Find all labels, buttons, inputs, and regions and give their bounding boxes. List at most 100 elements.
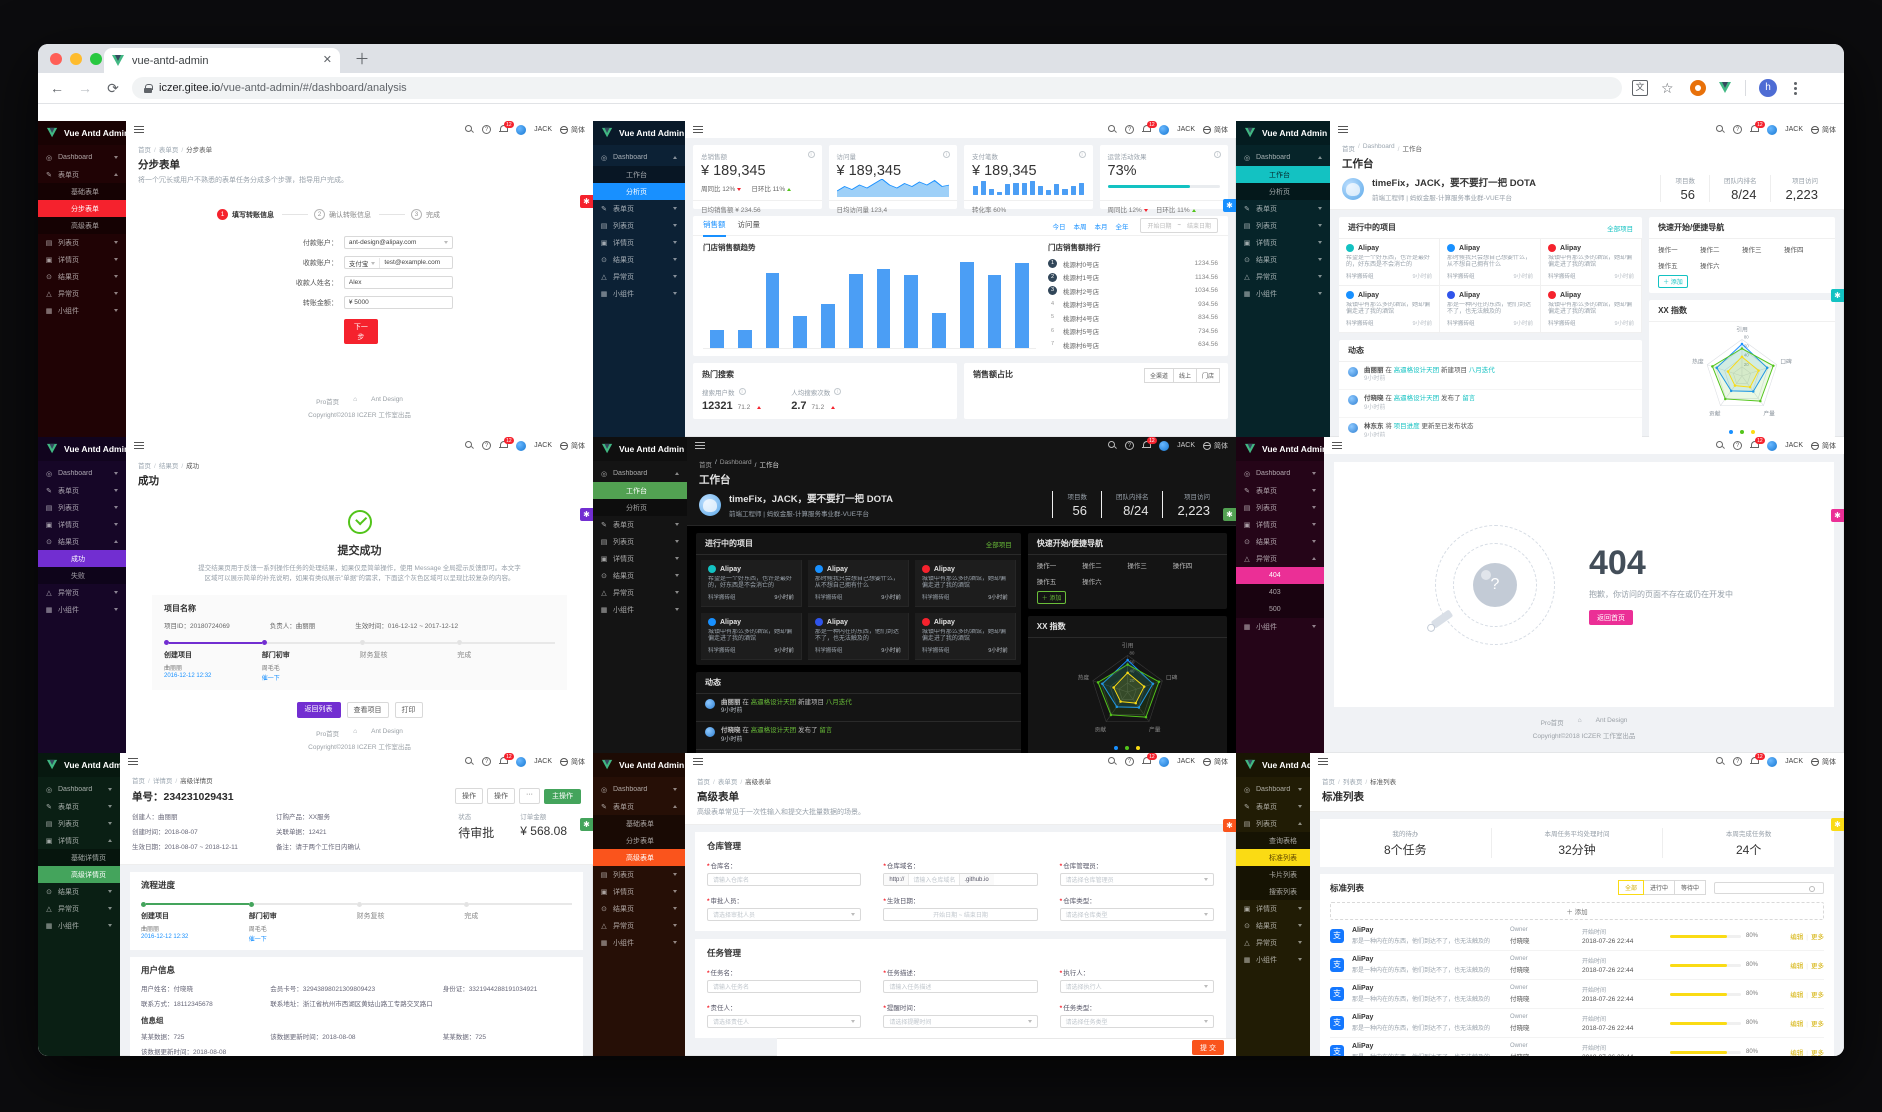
sidebar-item[interactable]: 成功 (38, 550, 126, 567)
collapse-menu-icon[interactable] (128, 757, 138, 766)
quick-link[interactable]: 操作一 (1036, 563, 1057, 570)
sidebar-item[interactable]: ▦ 小组件 (593, 934, 685, 951)
feed-link[interactable]: 高逼格设计天团 (750, 699, 797, 706)
sidebar-item[interactable]: ▤ 列表页 (38, 815, 120, 832)
sidebar-item[interactable]: △ 异常页 (593, 268, 685, 285)
quick-link[interactable]: 操作三 (1742, 247, 1762, 254)
footer-link-antd[interactable]: Ant Design (1595, 717, 1628, 725)
channel-filter-button[interactable]: 线上 (1172, 367, 1197, 383)
reload-button[interactable]: ⟳ (107, 79, 119, 96)
sidebar-item[interactable]: ◎ Dashboard (1236, 465, 1324, 482)
action-button[interactable]: 操作 (455, 788, 483, 804)
sidebar-item[interactable]: 高级表单 (38, 217, 126, 234)
action-button[interactable]: ··· (519, 788, 540, 804)
quick-link[interactable]: 操作五 (1658, 263, 1678, 270)
theme-settings-button[interactable] (580, 508, 593, 521)
quick-link[interactable]: 操作六 (1082, 579, 1102, 586)
sidebar-item[interactable]: ✎ 表单页 (38, 166, 126, 183)
sidebar-item[interactable]: 基础表单 (593, 815, 685, 832)
sidebar-item[interactable]: ◎ Dashboard (593, 465, 687, 482)
info-icon[interactable] (807, 151, 815, 158)
breadcrumb-item[interactable]: 表单页 (154, 144, 179, 154)
sidebar-item[interactable]: ▤ 列表页 (593, 866, 685, 883)
sidebar-item[interactable]: ▣ 详情页 (593, 234, 685, 251)
notification-bell-icon[interactable]: 12 (1142, 437, 1157, 450)
search-icon[interactable] (1716, 757, 1725, 766)
sidebar-item[interactable]: △ 异常页 (38, 285, 126, 302)
username[interactable]: JACK (534, 442, 552, 449)
edit-link[interactable]: 编辑 (1790, 934, 1804, 941)
translate-icon[interactable]: 文 (1632, 80, 1648, 96)
field-input[interactable]: 请选择仓库管理员 (1059, 873, 1214, 886)
sidebar-item[interactable]: ⊙ 结果页 (1236, 917, 1310, 934)
breadcrumb-item[interactable]: 工作台 (1398, 143, 1422, 153)
field-input[interactable]: ant-design@alipay.com (343, 236, 454, 249)
language-switcher[interactable]: 简体 (560, 125, 585, 135)
maximize-window-button[interactable] (90, 53, 102, 65)
breadcrumb-item[interactable]: 成功 (181, 460, 199, 470)
sidebar-item[interactable]: ◎ Dashboard (38, 465, 126, 482)
username[interactable]: JACK (534, 758, 552, 765)
extension-icon[interactable] (1690, 80, 1706, 96)
sidebar-item[interactable]: ✎ 表单页 (593, 516, 687, 533)
help-icon[interactable] (1733, 125, 1743, 134)
field-input[interactable]: 支付宝 test@example.com (343, 256, 454, 269)
user-avatar[interactable] (1767, 756, 1778, 767)
username[interactable]: JACK (1785, 758, 1803, 765)
sidebar-item[interactable]: △ 异常页 (38, 584, 126, 601)
sidebar-item[interactable]: ✎ 表单页 (1236, 798, 1310, 815)
edit-link[interactable]: 编辑 (1790, 963, 1804, 970)
breadcrumb-item[interactable]: 标准列表 (1365, 776, 1396, 786)
search-icon[interactable] (1108, 757, 1117, 766)
app-logo[interactable]: Vue Antd Admin (38, 437, 126, 461)
field-input[interactable]: Alex (343, 276, 454, 289)
info-icon[interactable] (834, 388, 842, 395)
sidebar-item[interactable]: 基础表单 (38, 183, 126, 200)
sidebar-item[interactable]: 分析页 (593, 183, 685, 200)
list-filter-button[interactable]: 进行中 (1642, 880, 1675, 895)
collapse-menu-icon[interactable] (1332, 441, 1342, 450)
notification-bell-icon[interactable]: 12 (1750, 121, 1765, 134)
user-avatar[interactable] (516, 440, 527, 451)
sidebar-item[interactable]: 高级详情页 (38, 866, 120, 883)
sidebar-item[interactable]: ✎ 表单页 (38, 798, 120, 815)
sidebar-item[interactable]: △ 异常页 (1236, 934, 1310, 951)
date-quick-filter[interactable]: 今日 (1052, 223, 1066, 231)
collapse-menu-icon[interactable] (134, 441, 144, 450)
breadcrumb-item[interactable]: 详情页 (148, 775, 173, 785)
new-tab-button[interactable]: ＋ (354, 51, 370, 68)
username[interactable]: JACK (1785, 442, 1803, 449)
field-input[interactable]: 请选择提醒时间 (883, 1015, 1038, 1028)
macos-traffic-lights[interactable] (50, 53, 102, 65)
minimize-window-button[interactable] (70, 53, 82, 65)
breadcrumb-item[interactable]: 工作台 (755, 459, 779, 469)
sidebar-item[interactable]: ▣ 详情页 (1236, 234, 1330, 251)
sidebar-item[interactable]: ▣ 详情页 (1236, 516, 1324, 533)
username[interactable]: JACK (1177, 758, 1195, 765)
step-action-link[interactable]: 催一下 (261, 675, 280, 682)
help-icon[interactable] (1125, 441, 1135, 450)
quick-link[interactable]: 操作二 (1700, 247, 1720, 254)
project-card[interactable]: Alipay 那时候我只会想自己想要什么，从不想自己拥有什么 科学搬砖组 9小时前 (1440, 239, 1542, 286)
app-logo[interactable]: Vue Antd Admin (38, 753, 120, 777)
search-icon[interactable] (465, 757, 474, 766)
project-card[interactable]: Alipay 城镇中有那么多的酒馆，她却偏偏走进了我的酒馆 科学搬砖组 9小时前 (701, 613, 802, 660)
sidebar-item[interactable]: ⊙ 结果页 (1236, 251, 1330, 268)
sidebar-item[interactable]: ✎ 表单页 (593, 200, 685, 217)
forward-button[interactable]: → (78, 80, 92, 96)
sidebar-item[interactable]: 失败 (38, 567, 126, 584)
language-switcher[interactable]: 简体 (560, 441, 585, 451)
sidebar-item[interactable]: ◎ Dashboard (593, 149, 685, 166)
info-icon[interactable] (1214, 151, 1221, 158)
username[interactable]: JACK (1177, 442, 1195, 449)
primary-action-button[interactable]: 主操作 (544, 788, 581, 804)
feed-link[interactable]: 高逼格设计天团 (1393, 395, 1440, 403)
project-group[interactable]: 科学搬砖组 (814, 648, 843, 654)
sidebar-item[interactable]: ▦ 小组件 (1236, 951, 1310, 968)
feed-link[interactable]: 高逼格设计天团 (750, 727, 797, 735)
